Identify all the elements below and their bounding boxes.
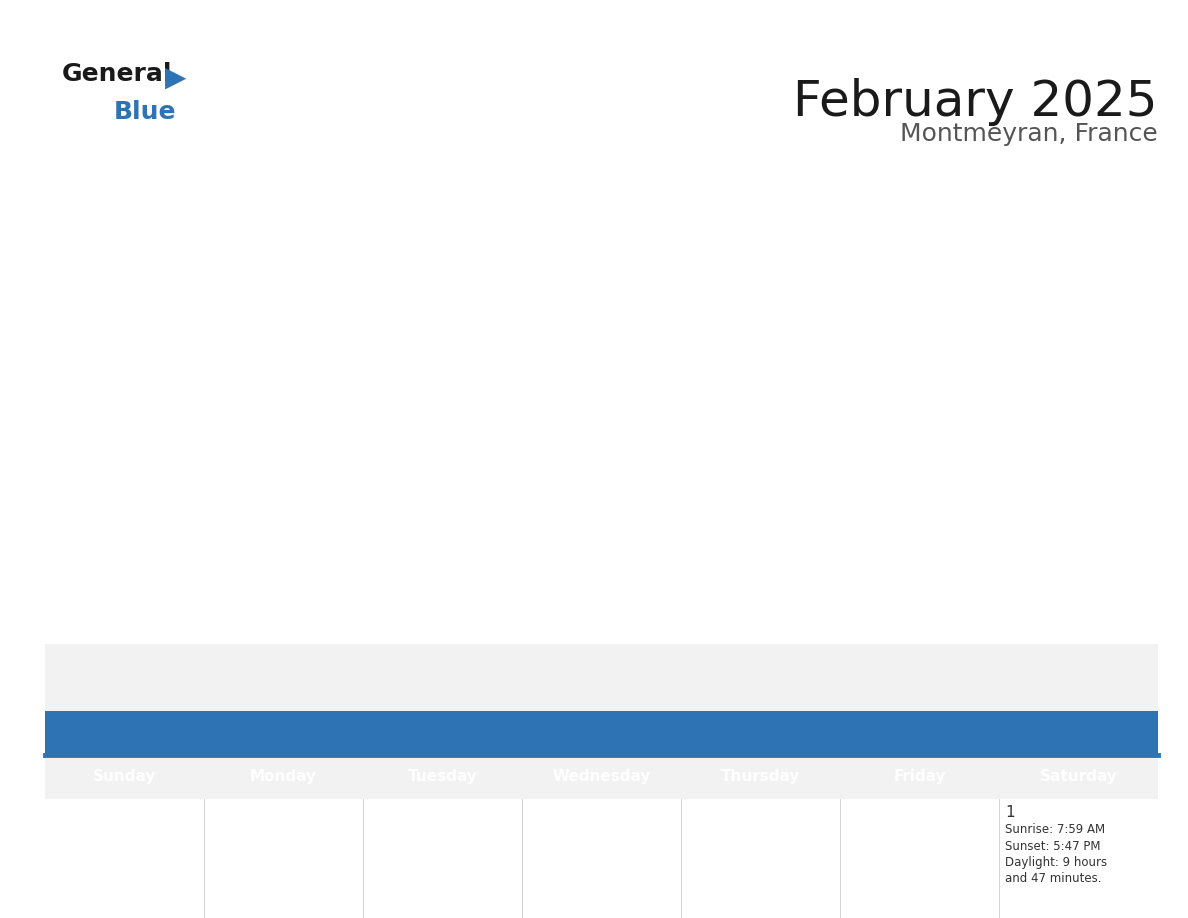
Bar [45, 644, 1158, 799]
Text: Thursday: Thursday [721, 769, 801, 785]
Text: February 2025: February 2025 [794, 78, 1158, 126]
Text: and 47 minutes.: and 47 minutes. [1005, 872, 1101, 886]
Text: Sunset: 5:47 PM: Sunset: 5:47 PM [1005, 839, 1100, 853]
Text: General: General [62, 62, 172, 86]
Text: Tuesday: Tuesday [407, 769, 478, 785]
Bar [45, 711, 1158, 755]
Text: Sunday: Sunday [93, 769, 156, 785]
Text: Montmeyran, France: Montmeyran, France [901, 122, 1158, 146]
Text: Friday: Friday [893, 769, 946, 785]
Text: Daylight: 9 hours: Daylight: 9 hours [1005, 856, 1107, 869]
Bar [45, 820, 1158, 918]
Text: Monday: Monday [249, 769, 317, 785]
Text: ▶: ▶ [165, 64, 187, 92]
Text: Blue: Blue [114, 100, 177, 124]
Text: 1: 1 [1005, 805, 1015, 820]
Text: Saturday: Saturday [1040, 769, 1118, 785]
Text: Wednesday: Wednesday [552, 769, 651, 785]
Text: Sunrise: 7:59 AM: Sunrise: 7:59 AM [1005, 823, 1105, 836]
